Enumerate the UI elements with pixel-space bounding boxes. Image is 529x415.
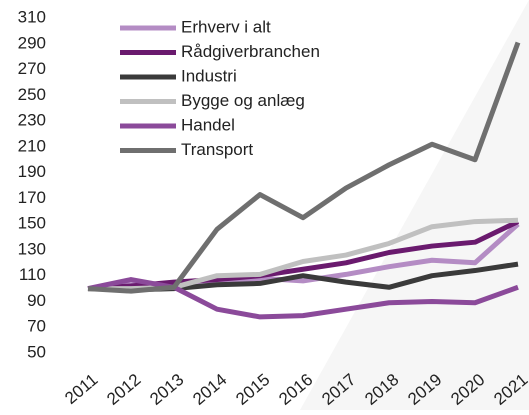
legend-label: Handel [181, 115, 235, 134]
legend-label: Erhverv i alt [181, 17, 271, 36]
x-tick-label: 2012 [103, 370, 144, 409]
y-tick-label: 290 [18, 33, 46, 52]
legend-label: Transport [181, 140, 253, 159]
y-tick-label: 270 [18, 59, 46, 78]
y-tick-label: 230 [18, 111, 46, 130]
y-tick-label: 250 [18, 85, 46, 104]
y-tick-label: 170 [18, 188, 46, 207]
y-tick-label: 210 [18, 136, 46, 155]
series-line [87, 41, 521, 294]
y-tick-label: 90 [27, 291, 46, 310]
y-tick-label: 190 [18, 162, 46, 181]
y-tick-label: 130 [18, 239, 46, 258]
legend-label: Bygge og anlæg [181, 91, 305, 110]
y-tick-label: 110 [19, 265, 46, 284]
x-tick-label: 2015 [232, 370, 273, 409]
legend-label: Rådgiverbranchen [181, 42, 320, 61]
background-shade [300, 0, 529, 410]
y-tick-label: 70 [27, 317, 46, 336]
x-tick-label: 2013 [146, 370, 187, 409]
y-tick-label: 50 [27, 342, 46, 361]
y-tick-label: 310 [18, 7, 46, 26]
x-tick-label: 2014 [189, 370, 230, 409]
series-line [87, 277, 519, 320]
y-tick-label: 150 [18, 214, 46, 233]
x-tick-label: 2011 [61, 370, 101, 408]
legend-label: Industri [181, 66, 237, 85]
